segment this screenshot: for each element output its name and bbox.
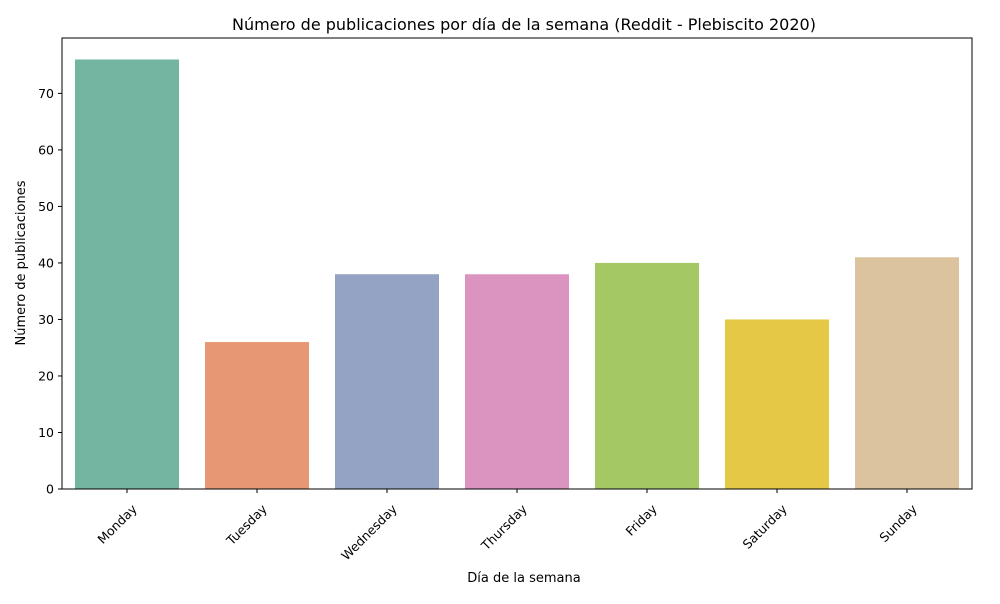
bar-saturday — [725, 319, 829, 489]
bar-tuesday — [205, 342, 309, 489]
x-tick-label: Saturday — [739, 501, 790, 552]
y-tick-label: 40 — [38, 255, 54, 270]
x-axis-label: Día de la semana — [467, 571, 580, 586]
y-tick-label: 50 — [38, 199, 54, 214]
x-tick-label: Thursday — [477, 501, 530, 554]
y-tick-label: 20 — [38, 368, 54, 383]
y-tick-label: 10 — [38, 425, 54, 440]
plot-frame — [61, 37, 973, 490]
x-tick-label: Wednesday — [338, 501, 400, 563]
y-axis-ticks: 0 10 20 30 40 50 60 70 — [38, 86, 62, 497]
x-tick-label: Monday — [94, 501, 140, 547]
chart-title: Número de publicaciones por día de la se… — [232, 15, 816, 34]
x-tick-label: Sunday — [876, 501, 920, 545]
x-tick-label: Tuesday — [223, 501, 271, 549]
bar-sunday — [855, 257, 959, 489]
y-tick-label: 70 — [38, 86, 54, 101]
x-axis-ticks: Monday Tuesday Wednesday Thursday Friday Satu… — [94, 489, 920, 563]
x-tick-label: Friday — [623, 501, 661, 539]
bar-monday — [75, 59, 179, 489]
y-tick-label: 60 — [38, 142, 54, 157]
bar-thursday — [465, 274, 569, 489]
y-tick-label: 0 — [46, 482, 54, 497]
bar-friday — [595, 262, 699, 489]
y-tick-label: 30 — [38, 312, 54, 327]
bar-wednesday — [335, 274, 439, 489]
bars-group — [75, 59, 959, 489]
y-axis-label: Número de publicaciones — [14, 180, 29, 345]
